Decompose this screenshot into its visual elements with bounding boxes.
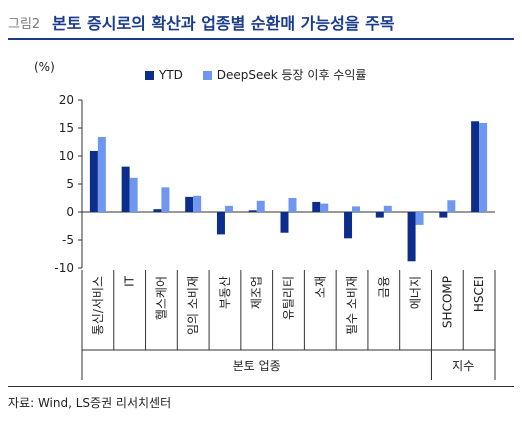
bar-deepseek xyxy=(383,205,392,212)
bar-deepseek xyxy=(288,198,297,212)
bar-deepseek xyxy=(129,177,138,212)
bar-deepseek xyxy=(320,203,329,212)
figure-label: 그림2 xyxy=(8,17,41,32)
source-note: 자료: Wind, LS증권 리서치센터 xyxy=(8,396,172,410)
legend-item-deepseek: DeepSeek 등장 이후 수익률 xyxy=(202,66,367,83)
legend-label-ytd: YTD xyxy=(159,68,183,82)
bar-ytd xyxy=(121,166,130,212)
y-tick-label: 5 xyxy=(66,177,74,191)
category-label: 에너지 xyxy=(409,276,423,309)
title-divider xyxy=(8,38,514,40)
bar-deepseek xyxy=(256,200,265,212)
title-row: 그림2 본토 증시로의 확산과 업종별 순환매 가능성을 주목 xyxy=(8,6,514,36)
legend-item-ytd: YTD xyxy=(145,68,183,82)
bar-ytd xyxy=(89,150,98,212)
category-label: 필수 소비재 xyxy=(345,276,359,335)
category-label: 유틸리티 xyxy=(282,276,296,320)
bar-deepseek xyxy=(415,212,424,225)
bar-ytd xyxy=(280,212,289,233)
category-label: 부동산 xyxy=(218,276,232,309)
legend-swatch-ytd xyxy=(145,71,154,80)
y-tick-label: 20 xyxy=(59,93,74,107)
bar-ytd xyxy=(312,201,321,212)
bar-deepseek xyxy=(193,195,202,212)
bar-deepseek xyxy=(224,205,233,212)
bar-ytd xyxy=(439,212,448,218)
category-label: 제조업 xyxy=(250,276,264,309)
legend-label-deepseek: DeepSeek 등장 이후 수익률 xyxy=(216,68,367,82)
category-label: 금융 xyxy=(377,276,391,298)
bar-ytd xyxy=(375,212,384,218)
legend-swatch-deepseek xyxy=(202,71,212,80)
category-label: 임의 소비재 xyxy=(186,276,200,335)
y-tick-label: -5 xyxy=(62,233,74,247)
bar-deepseek xyxy=(161,187,170,212)
y-tick-label: 15 xyxy=(59,121,74,135)
bar-deepseek xyxy=(479,122,488,212)
source-divider xyxy=(8,386,514,387)
bar-ytd xyxy=(344,212,353,239)
y-tick-label: 10 xyxy=(59,149,74,163)
y-tick-label: -10 xyxy=(54,261,74,275)
y-tick-label: 0 xyxy=(66,205,74,219)
category-label: 헬스케어 xyxy=(154,276,168,320)
legend: YTD DeepSeek 등장 이후 수익률 xyxy=(145,66,382,83)
bar-ytd xyxy=(471,121,480,212)
bar-ytd xyxy=(185,196,194,212)
bar-deepseek xyxy=(352,206,361,212)
bar-deepseek xyxy=(97,136,106,212)
category-label: 통신/서비스 xyxy=(91,276,105,335)
bar-ytd xyxy=(153,209,162,212)
bar-ytd xyxy=(248,210,257,212)
group-label: 지수 xyxy=(452,359,474,373)
category-label: SHCOMP xyxy=(440,276,454,328)
category-label: IT xyxy=(123,275,137,287)
bar-ytd xyxy=(216,212,225,235)
bar-ytd xyxy=(407,212,416,262)
bar-deepseek xyxy=(447,200,456,212)
category-label: HSCEI xyxy=(472,276,486,312)
chart-title: 본토 증시로의 확산과 업종별 순환매 가능성을 주목 xyxy=(52,14,395,33)
category-label: 소재 xyxy=(313,276,327,298)
group-label: 본토 업종 xyxy=(233,359,281,373)
y-axis-unit: (%) xyxy=(34,60,55,74)
